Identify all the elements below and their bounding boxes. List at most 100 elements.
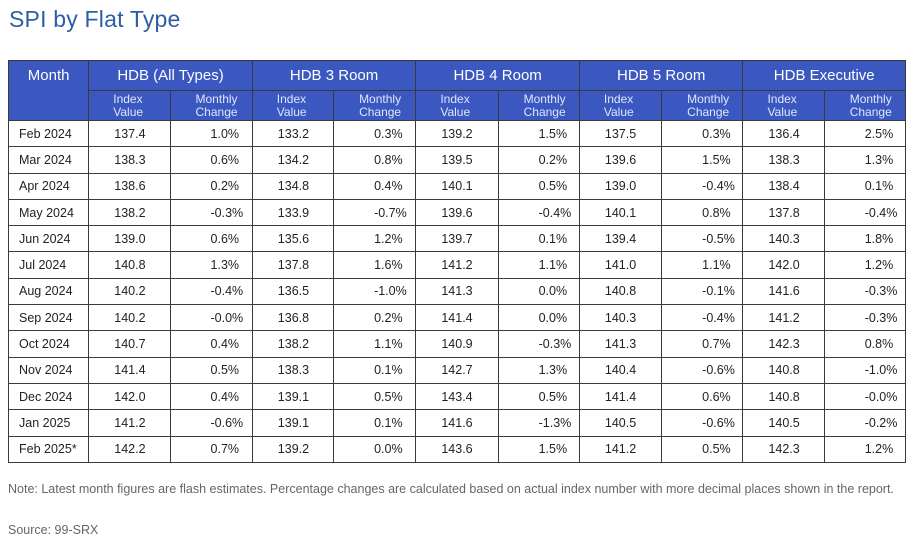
index-value-header-line: Index <box>113 91 143 106</box>
index-value-header: Index Value <box>578 90 663 121</box>
month-cell: Feb 2025* <box>7 435 90 463</box>
table-row: Jan 2025 141.2 -0.6% 139.1 0.1% 141.6 -1.3% 140… <box>7 409 907 437</box>
index-value-cell: 140.2 <box>88 304 171 332</box>
table-row: Oct 2024 140.7 0.4% 138.2 1.1% 140.9 -0.3% 141.… <box>7 330 907 358</box>
group-header-hdb-5-room: HDB 5 Room <box>578 60 744 91</box>
monthly-change-cell: 0.0% <box>333 435 417 463</box>
monthly-change-cell: -0.5% <box>661 225 744 253</box>
monthly-change-cell: -0.1% <box>661 277 744 306</box>
monthly-change-cell: -0.3% <box>497 330 580 358</box>
index-value-cell: 141.6 <box>742 277 825 306</box>
index-value-header: Index Value <box>415 90 499 121</box>
index-value-cell: 137.4 <box>88 119 171 148</box>
index-value-cell: 141.3 <box>415 277 499 306</box>
monthly-change-cell: 0.1% <box>823 172 907 200</box>
table-row: Feb 2025* 142.2 0.7% 139.2 0.0% 143.6 1.5% 141.… <box>7 435 907 463</box>
index-value-cell: 143.4 <box>415 382 499 411</box>
monthly-change-header-line: Change <box>359 104 402 119</box>
monthly-change-cell: 0.8% <box>661 198 744 227</box>
index-value-cell: 142.0 <box>742 251 825 279</box>
index-value-cell: 134.2 <box>251 146 335 174</box>
monthly-change-cell: -0.3% <box>823 277 907 306</box>
index-value-cell: 138.3 <box>251 356 335 384</box>
index-value-cell: 139.4 <box>578 225 663 253</box>
monthly-change-cell: 2.5% <box>823 119 907 148</box>
monthly-change-header: Monthly Change <box>497 90 580 121</box>
monthly-change-cell: 1.0% <box>169 119 253 148</box>
month-cell: Aug 2024 <box>7 277 90 306</box>
index-value-header-line: Value <box>276 104 307 119</box>
monthly-change-cell: 0.5% <box>169 356 253 384</box>
index-value-cell: 140.8 <box>742 382 825 411</box>
monthly-change-cell: 1.8% <box>823 225 907 253</box>
monthly-change-header: Monthly Change <box>169 90 253 121</box>
index-value-header-line: Value <box>767 104 798 119</box>
monthly-change-cell: 0.1% <box>333 356 417 384</box>
index-value-header-line: Value <box>440 104 471 119</box>
monthly-change-cell: 0.2% <box>333 304 417 332</box>
table-body: Feb 2024 137.4 1.0% 133.2 0.3% 139.2 1.5% 137.5… <box>7 119 907 463</box>
index-value-cell: 140.2 <box>88 277 171 306</box>
monthly-change-cell: 0.1% <box>333 409 417 437</box>
index-value-cell: 142.3 <box>742 330 825 358</box>
table-row: May 2024 138.2 -0.3% 133.9 -0.7% 139.6 -0.4% 14… <box>7 198 907 227</box>
monthly-change-header-line: Monthly <box>523 91 566 106</box>
monthly-change-cell: 0.4% <box>169 330 253 358</box>
index-value-header-line: Index <box>440 91 470 106</box>
index-value-cell: 141.2 <box>415 251 499 279</box>
index-value-header-line: Value <box>113 104 144 119</box>
monthly-change-header: Monthly Change <box>823 90 907 121</box>
index-value-cell: 142.7 <box>415 356 499 384</box>
index-value-cell: 134.8 <box>251 172 335 200</box>
index-value-cell: 141.6 <box>415 409 499 437</box>
index-value-header-line: Value <box>603 104 634 119</box>
monthly-change-cell: -0.3% <box>823 304 907 332</box>
index-value-cell: 135.6 <box>251 225 335 253</box>
monthly-change-cell: 1.3% <box>823 146 907 174</box>
page-title: SPI by Flat Type <box>9 6 181 32</box>
index-value-cell: 139.0 <box>88 225 171 253</box>
source-note: Source: 99-SRX <box>8 523 99 537</box>
monthly-change-cell: 0.2% <box>169 172 253 200</box>
monthly-change-header-line: Change <box>523 104 566 119</box>
monthly-change-cell: 0.5% <box>497 382 580 411</box>
index-value-cell: 140.9 <box>415 330 499 358</box>
month-cell: Nov 2024 <box>7 356 90 384</box>
table-row: Feb 2024 137.4 1.0% 133.2 0.3% 139.2 1.5% 137.5… <box>7 119 907 148</box>
group-header-hdb-4-room: HDB 4 Room <box>415 60 580 91</box>
monthly-change-cell: 0.7% <box>169 435 253 463</box>
month-cell: Dec 2024 <box>7 382 90 411</box>
index-value-cell: 133.9 <box>251 198 335 227</box>
index-value-header-line: Index <box>767 91 797 106</box>
index-value-cell: 136.8 <box>251 304 335 332</box>
monthly-change-cell: -0.4% <box>661 172 744 200</box>
index-value-cell: 141.2 <box>742 304 825 332</box>
index-value-cell: 142.3 <box>742 435 825 463</box>
index-value-cell: 138.2 <box>251 330 335 358</box>
group-header-hdb-all: HDB (All Types) <box>88 60 253 91</box>
monthly-change-cell: 0.2% <box>497 146 580 174</box>
index-value-cell: 141.0 <box>578 251 663 279</box>
monthly-change-cell: 1.2% <box>823 251 907 279</box>
index-value-cell: 140.8 <box>578 277 663 306</box>
index-value-cell: 138.6 <box>88 172 171 200</box>
index-value-cell: 137.8 <box>742 198 825 227</box>
monthly-change-header-line: Change <box>687 104 730 119</box>
group-header-row: Month HDB (All Types) HDB 3 Room HDB 4 R… <box>7 60 906 91</box>
index-value-header-line: Index <box>603 91 634 106</box>
monthly-change-cell: 0.6% <box>661 382 744 411</box>
monthly-change-cell: 1.6% <box>333 251 417 279</box>
monthly-change-cell: 1.5% <box>497 119 580 148</box>
monthly-change-cell: 1.5% <box>661 146 744 174</box>
monthly-change-cell: -0.0% <box>169 304 253 332</box>
monthly-change-header: Monthly Change <box>661 90 744 121</box>
month-cell: May 2024 <box>7 198 90 227</box>
monthly-change-cell: 0.1% <box>497 225 580 253</box>
index-value-cell: 139.2 <box>251 435 335 463</box>
monthly-change-cell: 1.1% <box>497 251 580 279</box>
index-value-cell: 140.1 <box>578 198 663 227</box>
index-value-cell: 139.0 <box>578 172 663 200</box>
monthly-change-cell: 0.6% <box>169 146 253 174</box>
monthly-change-cell: -1.0% <box>333 277 417 306</box>
index-value-cell: 133.2 <box>251 119 335 148</box>
